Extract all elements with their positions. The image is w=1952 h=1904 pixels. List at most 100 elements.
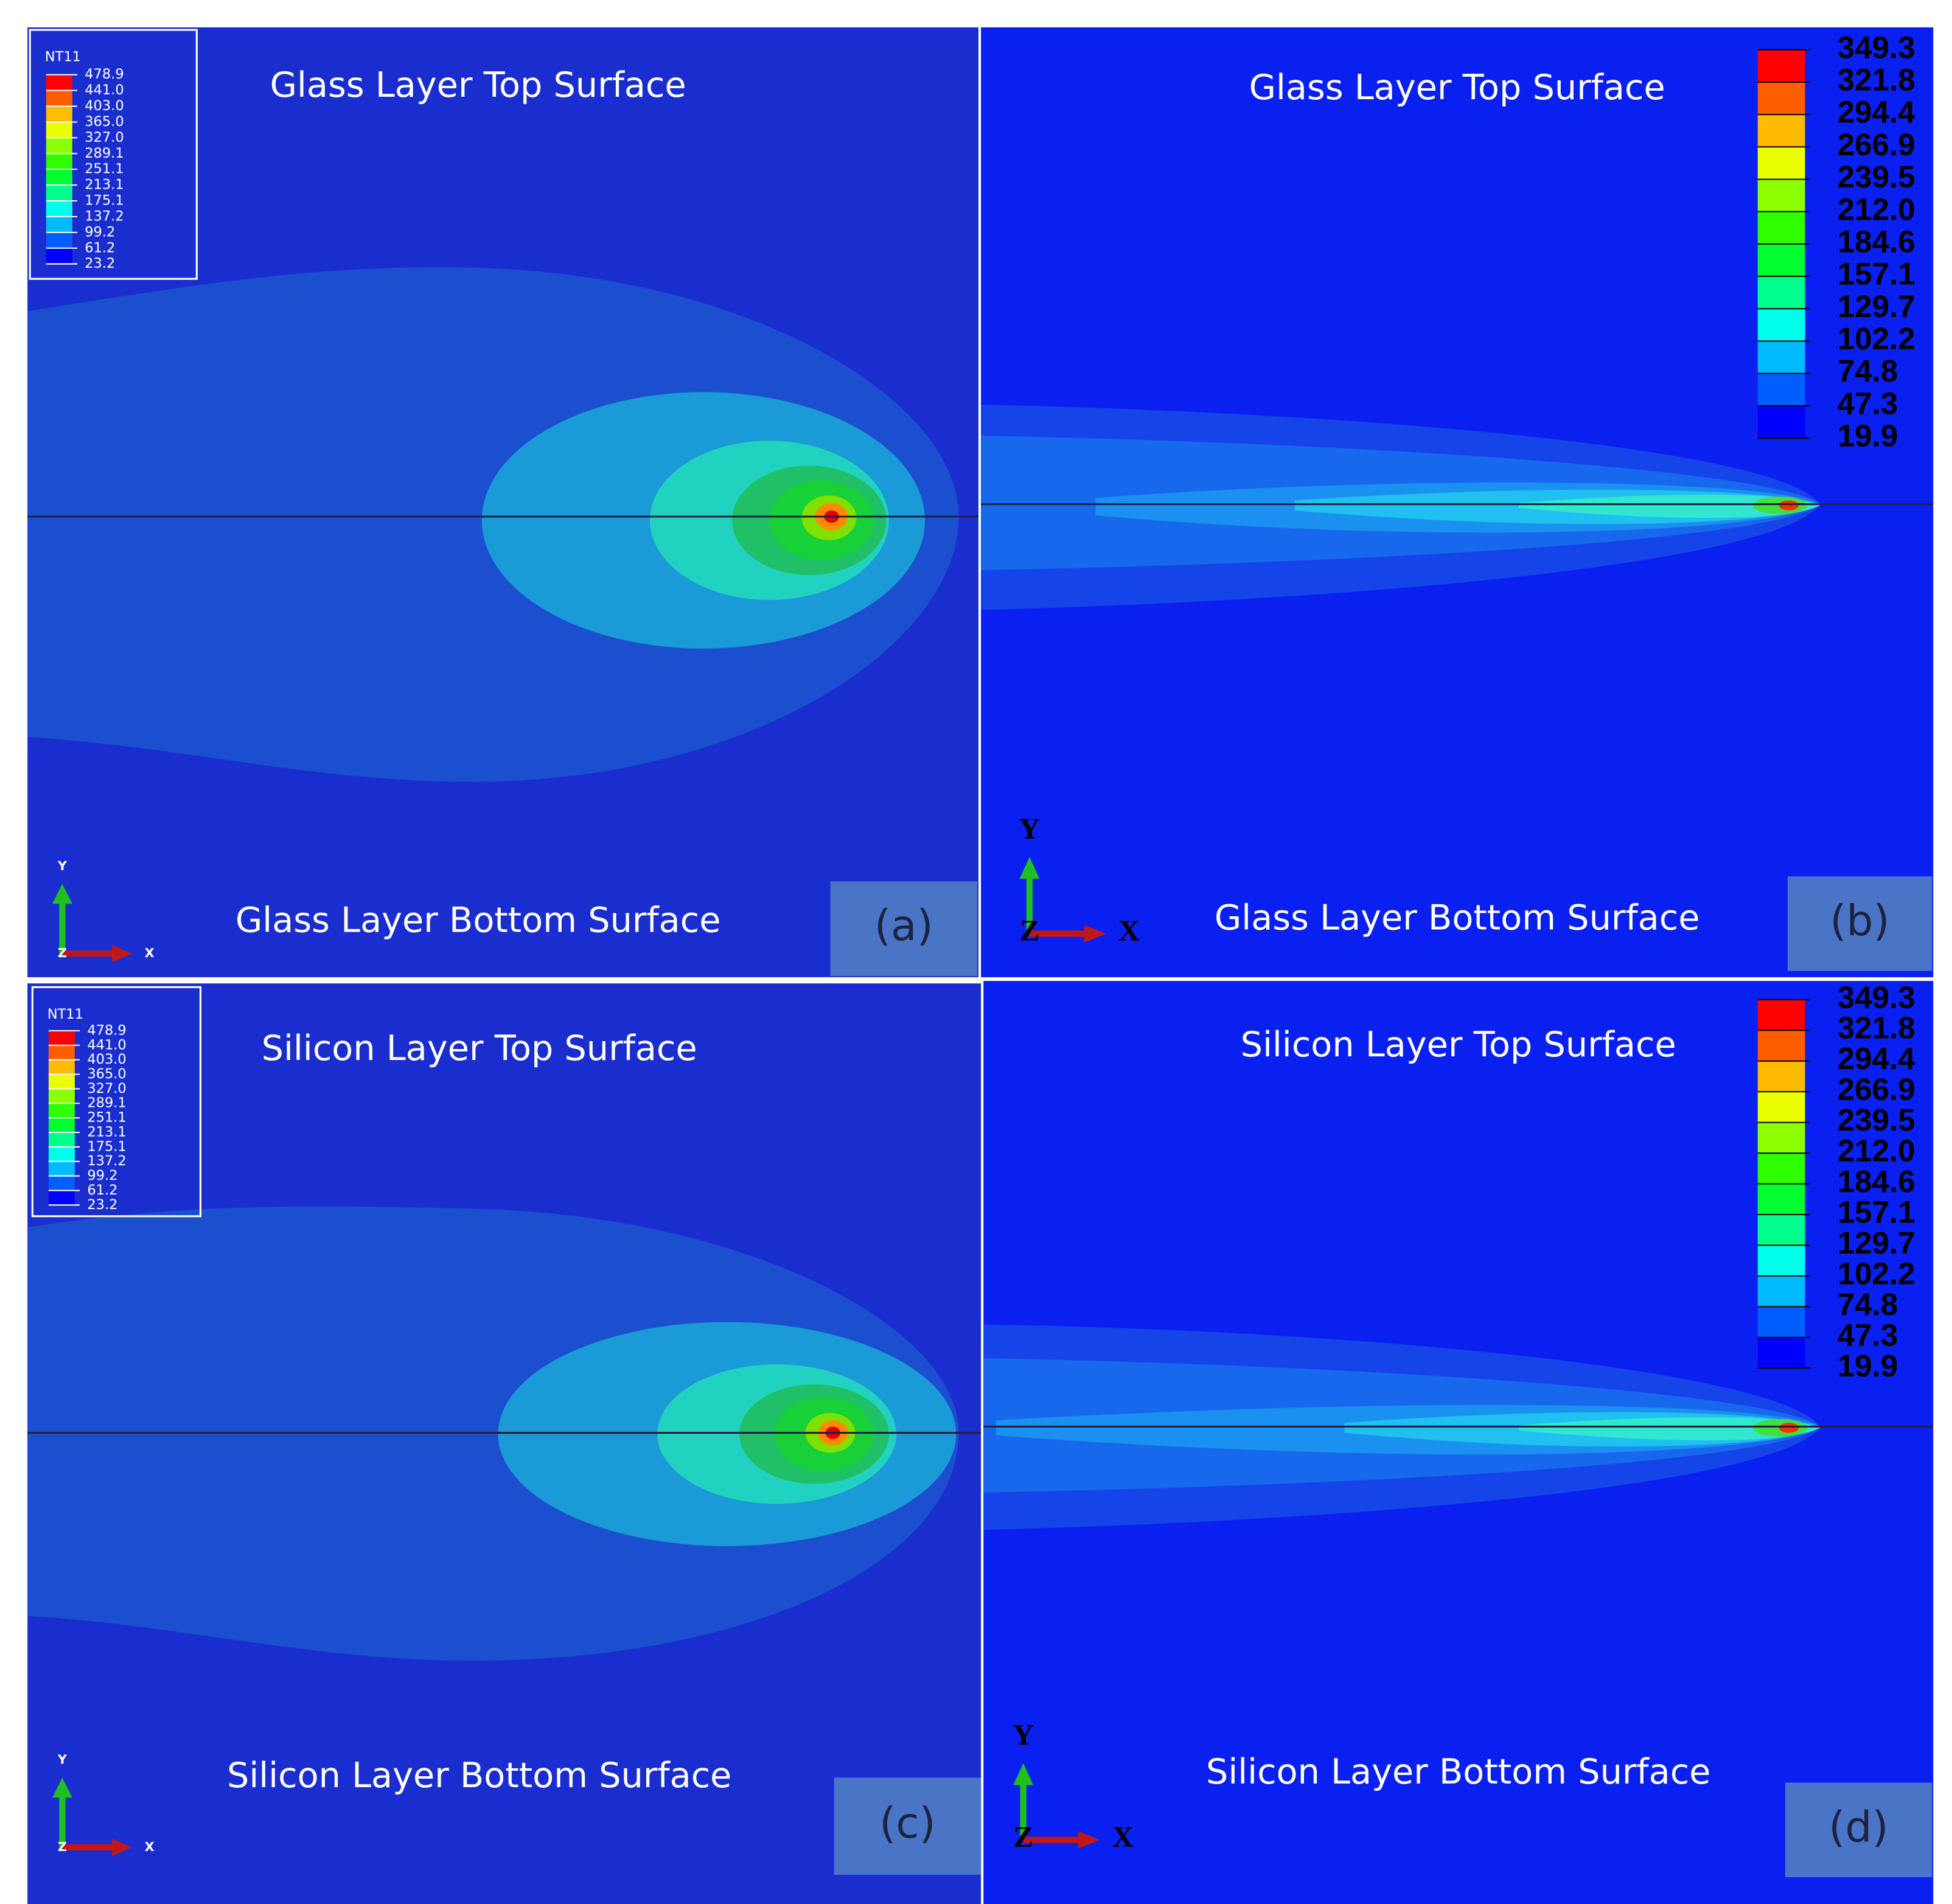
legend-label: 251.1 <box>87 1110 126 1126</box>
axis-label-x: X <box>1112 1820 1134 1853</box>
legend-swatch <box>48 1045 75 1060</box>
legend-label: 349.3 <box>1838 30 1915 65</box>
legend-box <box>31 986 202 1218</box>
panel-tag-box <box>1785 1782 1933 1878</box>
legend-label: 321.8 <box>1838 1011 1915 1045</box>
legend-swatch <box>48 1118 75 1132</box>
legend-swatch <box>48 1132 75 1147</box>
axis-label-z: Z <box>1013 1820 1033 1853</box>
legend-label: 266.9 <box>1838 127 1915 162</box>
legend-swatch <box>1757 1030 1805 1061</box>
axis-label-x: X <box>1118 914 1140 947</box>
axis-label-y: Y <box>1019 812 1040 845</box>
legend-label: 129.7 <box>1838 1226 1915 1260</box>
legend-label: 349.3 <box>1838 980 1915 1014</box>
legend-label: 294.4 <box>1838 1041 1916 1076</box>
legend-label: 23.2 <box>87 1197 117 1213</box>
legend-swatch <box>48 1161 75 1176</box>
legend-swatch <box>46 248 72 264</box>
legend-swatch <box>1757 1337 1805 1369</box>
legend-swatch <box>1757 1214 1805 1246</box>
top-label: Glass Layer Top Surface <box>270 65 686 105</box>
legend-label: 365.0 <box>85 114 124 130</box>
bottom-label: Silicon Layer Bottom Surface <box>227 1755 731 1796</box>
axis-label-z: Z <box>58 946 67 960</box>
legend-swatch <box>48 1146 75 1162</box>
legend-label: 129.7 <box>1838 289 1915 324</box>
legend-swatch <box>1757 405 1805 439</box>
axis-head-x <box>1078 1831 1100 1849</box>
legend-swatch <box>48 1103 75 1118</box>
legend-swatch <box>1757 1245 1805 1276</box>
legend-label: 289.1 <box>85 145 124 161</box>
legend-label: 365.0 <box>87 1066 126 1082</box>
bottom-label: Glass Layer Bottom Surface <box>1215 897 1700 938</box>
legend-label: 294.4 <box>1838 95 1916 130</box>
legend-box <box>29 29 198 280</box>
legend-swatch <box>48 1190 75 1205</box>
legend-label: 99.2 <box>87 1168 117 1184</box>
axis-label-y: Y <box>57 1752 67 1767</box>
legend-swatch <box>1757 1092 1805 1123</box>
legend-swatch <box>46 138 72 154</box>
bottom-label: Glass Layer Bottom Surface <box>235 900 721 941</box>
panel-tag: (d) <box>1828 1802 1888 1852</box>
legend-label: 102.2 <box>1838 1256 1915 1291</box>
legend-label: 19.9 <box>1838 1348 1898 1383</box>
panel-a <box>27 27 979 977</box>
legend-swatch <box>46 169 72 186</box>
axis-label-x: X <box>145 946 155 960</box>
legend-title: NT11 <box>45 49 81 65</box>
legend-swatch <box>46 201 72 217</box>
legend-label: 157.1 <box>1838 1195 1915 1230</box>
axis-label-y: Y <box>1013 1718 1034 1751</box>
contour <box>1518 1417 1821 1441</box>
axis-head-x <box>1084 925 1106 943</box>
legend-swatch <box>48 1074 75 1089</box>
legend-label: 213.1 <box>85 177 124 193</box>
legend-swatch <box>46 90 72 106</box>
legend-label: 212.0 <box>1838 192 1915 226</box>
legend-label: 239.5 <box>1838 1103 1915 1137</box>
legend-swatch <box>1757 309 1805 341</box>
legend-swatch <box>48 1089 75 1104</box>
legend-swatch <box>1757 373 1805 406</box>
legend-swatch <box>46 106 72 122</box>
legend-label: 478.9 <box>85 66 124 82</box>
legend-label: 289.1 <box>87 1095 126 1111</box>
legend-label: 47.3 <box>1838 1317 1898 1352</box>
panel-tag: (a) <box>874 901 933 950</box>
legend-swatch <box>46 185 72 201</box>
legend-swatch <box>48 1176 75 1191</box>
legend-label: 327.0 <box>87 1081 126 1097</box>
legend-swatch <box>1757 1153 1805 1184</box>
contour <box>1779 500 1799 511</box>
legend-swatch <box>1757 276 1805 309</box>
legend-label: 175.1 <box>85 193 124 209</box>
legend-swatch <box>1757 1122 1805 1154</box>
axis-label-x: X <box>145 1839 155 1854</box>
legend-swatch <box>1757 1275 1805 1307</box>
panel-tag-box <box>834 1777 981 1875</box>
axis-label-y: Y <box>57 859 67 873</box>
top-label: Glass Layer Top Surface <box>1249 67 1665 108</box>
legend-swatch <box>48 1030 75 1045</box>
axis-head-y <box>52 884 72 904</box>
legend-swatch <box>1757 243 1805 277</box>
axis-head-y <box>1013 1763 1034 1785</box>
legend-title: NT11 <box>47 1006 83 1022</box>
legend-label: 266.9 <box>1838 1072 1915 1107</box>
legend-swatch <box>1757 1306 1805 1337</box>
legend-swatch <box>1757 999 1805 1031</box>
legend-label: 61.2 <box>87 1182 117 1198</box>
legend-label: 184.6 <box>1838 1164 1915 1199</box>
legend-label: 23.2 <box>85 256 115 271</box>
panel-tag: (b) <box>1830 896 1889 946</box>
panel-c <box>27 983 981 1904</box>
legend-label: 239.5 <box>1838 159 1915 194</box>
legend-swatch <box>1757 179 1805 212</box>
legend-label: 213.1 <box>87 1124 126 1140</box>
panel-tag-box <box>1787 876 1933 971</box>
